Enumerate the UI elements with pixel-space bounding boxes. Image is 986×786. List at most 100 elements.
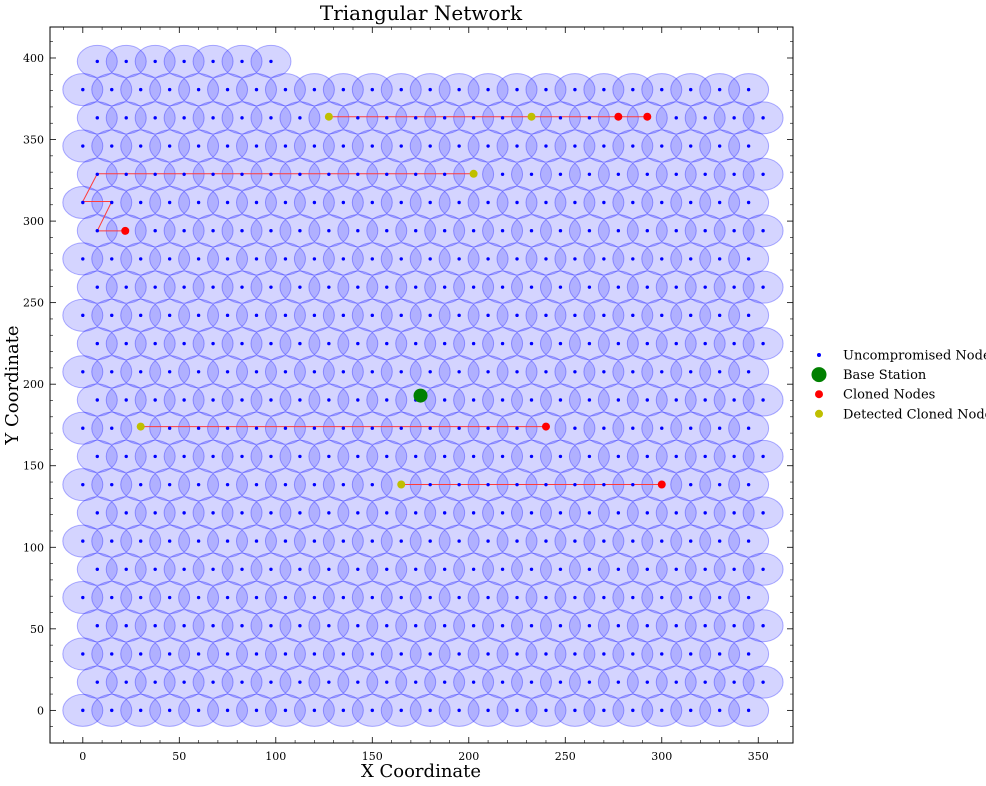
uncompromised-node [674,172,678,176]
uncompromised-node [587,341,592,346]
uncompromised-node [167,257,172,261]
uncompromised-node [703,511,707,515]
uncompromised-node [225,539,230,543]
uncompromised-node [385,116,389,120]
uncompromised-node [124,285,128,289]
uncompromised-node [602,87,606,92]
uncompromised-node [370,87,374,92]
uncompromised-node [428,313,432,318]
uncompromised-node [81,708,85,713]
x-tick-label: 0 [79,750,86,763]
uncompromised-node [356,511,360,515]
uncompromised-node [153,59,157,64]
y-tick-label: 50 [30,623,44,636]
uncompromised-node [399,87,403,92]
uncompromised-node [602,200,606,205]
uncompromised-node [645,172,649,176]
uncompromised-node [703,454,707,459]
uncompromised-node [254,200,259,205]
uncompromised-node [717,652,722,656]
uncompromised-node [196,482,201,487]
uncompromised-node [124,680,128,684]
uncompromised-node [442,511,447,515]
uncompromised-node [587,172,592,176]
uncompromised-node [442,229,447,233]
uncompromised-node [544,370,548,374]
uncompromised-node [515,539,519,543]
uncompromised-node [616,511,621,515]
uncompromised-node [573,200,577,205]
uncompromised-node [544,482,548,487]
uncompromised-node [587,624,592,628]
uncompromised-node [167,652,172,656]
uncompromised-node [645,398,649,402]
uncompromised-node [327,398,331,402]
uncompromised-node [529,341,534,346]
uncompromised-node [356,229,360,233]
uncompromised-node [500,172,505,176]
uncompromised-node [153,454,157,459]
uncompromised-node [587,116,592,120]
uncompromised-node [385,341,389,346]
uncompromised-node [196,652,201,656]
uncompromised-node [558,229,563,233]
uncompromised-node [428,708,432,713]
uncompromised-node [428,539,432,543]
uncompromised-node [529,680,534,684]
uncompromised-node [674,398,678,402]
uncompromised-node [225,652,230,656]
uncompromised-node [356,398,360,402]
uncompromised-node [486,595,490,600]
uncompromised-node [616,341,621,346]
uncompromised-node [167,539,172,543]
uncompromised-node [732,398,736,402]
uncompromised-node [139,482,143,487]
uncompromised-node [587,398,592,402]
uncompromised-node [95,624,99,628]
uncompromised-node [660,200,664,205]
uncompromised-node [573,595,577,600]
uncompromised-node [283,144,288,148]
uncompromised-node [616,172,621,176]
uncompromised-node [645,229,649,233]
uncompromised-node [428,87,432,92]
uncompromised-node [558,341,563,346]
uncompromised-node [717,539,722,543]
uncompromised-node [312,144,317,148]
coverage-layer [62,44,784,727]
uncompromised-node [558,454,563,459]
uncompromised-node [602,539,606,543]
uncompromised-node [385,229,389,233]
uncompromised-node [674,285,678,289]
uncompromised-node [341,257,346,261]
uncompromised-node [81,370,85,374]
uncompromised-node [689,313,693,318]
uncompromised-node [110,313,114,318]
uncompromised-node [486,652,490,656]
uncompromised-node [110,539,114,543]
legend-label: Base Station [843,368,927,383]
uncompromised-node [746,87,751,92]
uncompromised-node [529,567,534,572]
uncompromised-node [689,595,693,600]
detected-cloned-node [397,480,406,489]
y-tick-label: 0 [37,704,44,717]
uncompromised-node [573,144,577,148]
uncompromised-node [761,172,765,176]
uncompromised-node [746,426,751,430]
uncompromised-node [225,595,230,600]
x-tick-label: 250 [555,750,576,763]
uncompromised-node [602,426,606,430]
uncompromised-node [573,426,577,430]
uncompromised-node [660,144,664,148]
uncompromised-node [515,257,519,261]
uncompromised-node [240,229,244,233]
uncompromised-node [269,116,273,120]
uncompromised-node [414,341,418,346]
uncompromised-node [457,200,461,205]
uncompromised-node [211,341,215,346]
uncompromised-node [211,172,215,176]
uncompromised-node [139,370,143,374]
uncompromised-node [124,511,128,515]
uncompromised-node [341,539,346,543]
